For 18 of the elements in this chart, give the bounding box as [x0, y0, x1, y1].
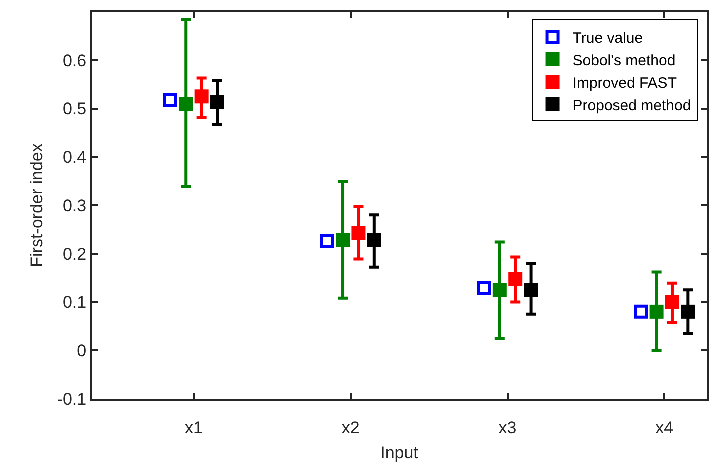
y-tick-label: 0.3: [62, 196, 87, 216]
legend-label: Sobol's method: [572, 52, 676, 70]
x-tick-label: x4: [656, 418, 674, 438]
x-tick-label: x3: [498, 418, 517, 438]
legend-label: True value: [572, 30, 644, 47]
y-tick-label: -0.1: [57, 390, 87, 409]
x-axis-title: Input: [380, 443, 419, 462]
y-tick-label: 0.5: [62, 100, 87, 119]
y-tick-label: 0: [77, 342, 87, 361]
x-tick-label: x2: [342, 418, 360, 438]
y-tick-label: 0.6: [62, 51, 87, 70]
x-tick-label: x1: [184, 418, 203, 438]
y-axis-title: First-order index: [27, 143, 46, 268]
y-tick-label: 0.2: [62, 244, 87, 264]
legend-label: Improved FAST: [572, 74, 677, 92]
y-tick-label: 0.4: [62, 148, 87, 168]
legend-label: Proposed method: [572, 97, 692, 114]
y-tick-label: 0.1: [62, 293, 87, 312]
